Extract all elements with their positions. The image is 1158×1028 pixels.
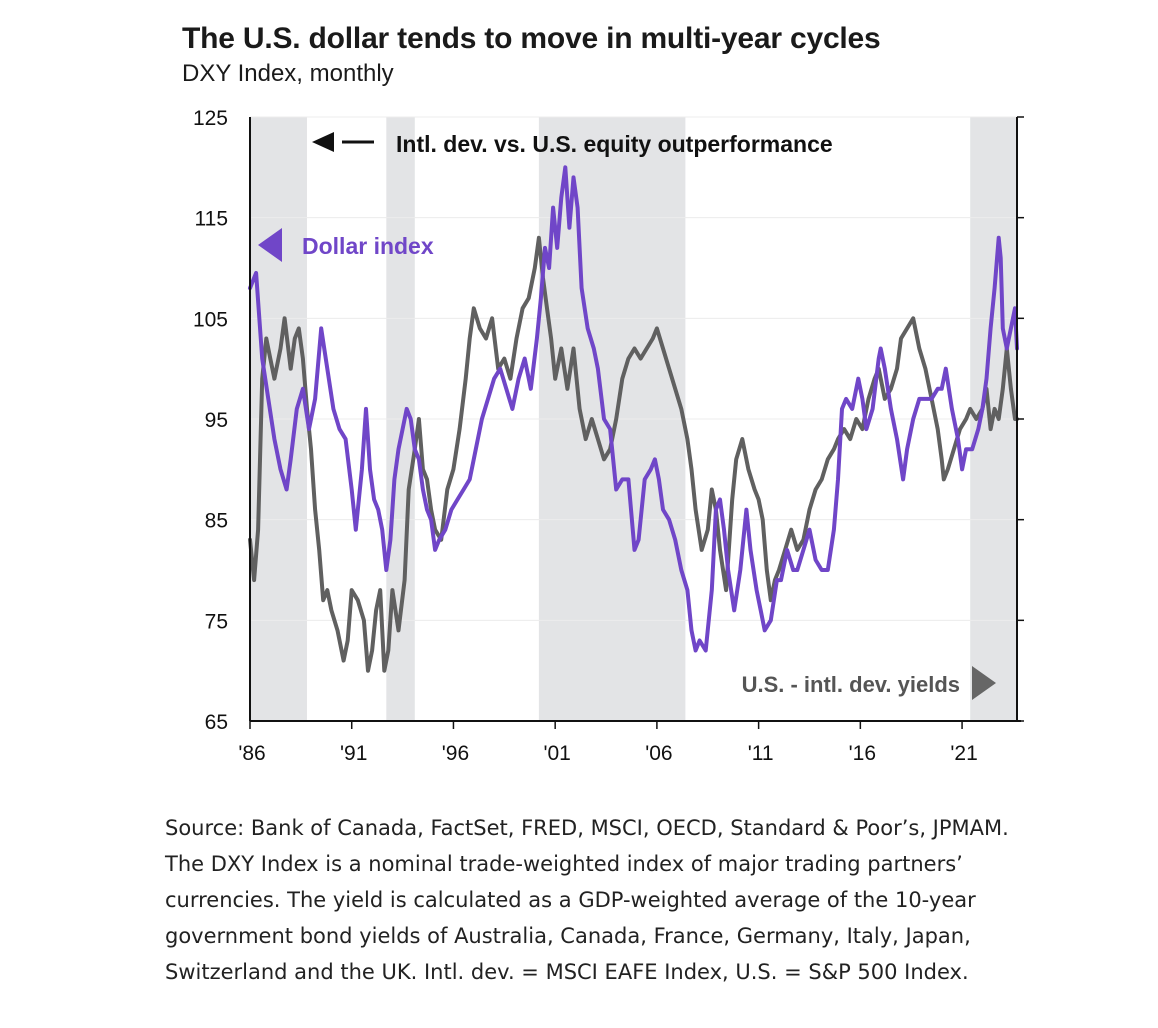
dxy-chart: 125 115 105 95 85 75 65 '86 '91 '96 '01 '06 '11 '16 '2… xyxy=(193,107,1024,765)
y-tick-label: 75 xyxy=(205,610,228,633)
y-tick-label: 65 xyxy=(205,711,228,734)
x-tick-label: '16 xyxy=(849,742,876,765)
x-tick-label: '11 xyxy=(748,742,774,765)
y-tick-label: 115 xyxy=(195,208,228,231)
source-note: Source: Bank of Canada, FactSet, FRED, M… xyxy=(165,810,1065,990)
x-tick-label: '96 xyxy=(442,742,469,765)
source-line: government bond yields of Australia, Can… xyxy=(165,924,971,948)
purple-triangle-icon xyxy=(258,228,282,262)
yield-spread-line xyxy=(248,235,1019,673)
y-tick-label: 85 xyxy=(205,510,228,533)
legend-yields: U.S. - intl. dev. yields xyxy=(742,666,996,700)
dollar-index-line xyxy=(248,165,1019,653)
axes xyxy=(249,116,1024,729)
tick-labels: 125 115 105 95 85 75 65 '86 '91 '96 '01 '06 '11 '16 '2… xyxy=(193,107,978,765)
chart-subtitle: DXY Index, monthly xyxy=(182,60,394,87)
x-tick-label: '06 xyxy=(645,742,672,765)
arrow-head-icon xyxy=(312,132,334,152)
annotation-top: Intl. dev. vs. U.S. equity outperformanc… xyxy=(312,131,833,157)
x-tick-label: '01 xyxy=(543,742,570,765)
y-tick-label: 125 xyxy=(193,107,228,130)
series-lines xyxy=(248,165,1019,673)
x-tick-label: '91 xyxy=(340,742,367,765)
legend-dollar-index: Dollar index xyxy=(258,228,434,262)
gridlines xyxy=(250,116,1017,621)
source-line: The DXY Index is a nominal trade-weighte… xyxy=(165,852,963,876)
source-line: Source: Bank of Canada, FactSet, FRED, M… xyxy=(165,816,1009,840)
source-line: Switzerland and the UK. Intl. dev. = MSC… xyxy=(165,960,969,984)
y-tick-label: 95 xyxy=(205,409,228,432)
y-tick-label: 105 xyxy=(193,308,228,331)
gray-triangle-icon xyxy=(972,666,996,700)
x-tick-label: '86 xyxy=(238,742,265,765)
annotation-top-text: Intl. dev. vs. U.S. equity outperformanc… xyxy=(396,131,833,157)
legend-yields-text: U.S. - intl. dev. yields xyxy=(742,672,960,697)
legend-dollar-text: Dollar index xyxy=(302,233,434,259)
source-line: currencies. The yield is calculated as a… xyxy=(165,888,976,912)
chart-title: The U.S. dollar tends to move in multi-y… xyxy=(182,22,881,55)
x-tick-label: '21 xyxy=(950,742,977,765)
